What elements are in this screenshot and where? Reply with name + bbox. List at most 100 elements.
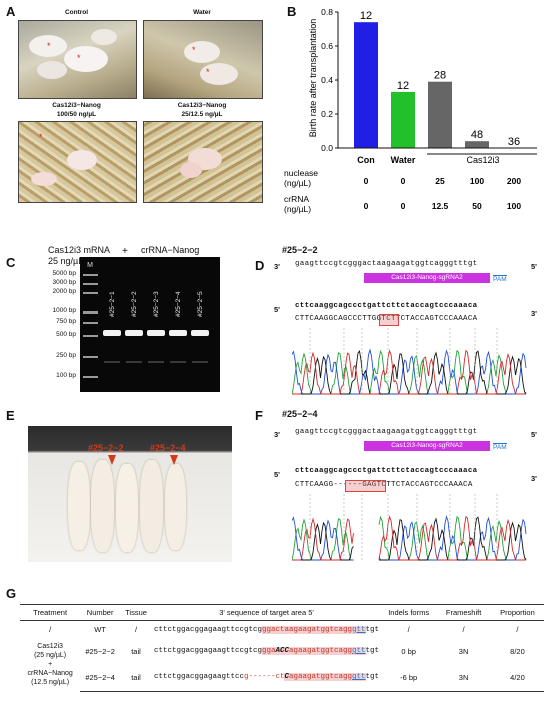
table-row-25-2-4: #25−2−4 tail cttctggacggagaagttccg------… <box>20 664 544 692</box>
seq-target: ggactaagaagatggtcagg <box>262 625 353 634</box>
photo-caption-water: Water <box>193 9 211 16</box>
cell-indels: 0 bp <box>401 646 416 656</box>
panel-d-read-seq: CTTCAAGGCAGCCCTTGGTCTTCTACCAGTCCCAAACA <box>295 315 478 323</box>
seq-target-2: agaagatggtcagg <box>289 647 353 656</box>
panel-f-ref-right: 3' <box>531 474 537 483</box>
cell-frameshift: 3N <box>458 646 469 656</box>
panel-d-top-seq: gaagttccgtcgggactaagaagatggtcagggtttgt <box>295 260 478 268</box>
seq-flank-end: tgt <box>365 625 380 634</box>
photo-caption-cas12i3-100-50: Cas12i3−Nanog 100/50 ng/µL <box>52 102 101 118</box>
header-frameshift: Frameshift <box>436 604 491 621</box>
nuclease-label-line1: nuclease <box>284 168 318 178</box>
crrna-value: 50 <box>472 201 482 211</box>
ladder-750: 750 bp <box>56 318 76 325</box>
photo-caption-control: Control <box>64 9 89 16</box>
cell-tissue: tail <box>131 646 141 656</box>
gel-faint-band <box>148 361 164 363</box>
gel-lane-label: #25−2−1 <box>109 291 116 317</box>
panel-f-ref-left: 5' <box>274 470 280 479</box>
gel-band <box>103 330 121 336</box>
gel-faint-band <box>192 361 208 363</box>
cell-proportion: 4/20 <box>490 664 544 692</box>
seq-deletion: g------ct <box>243 673 285 682</box>
gel-faint-band <box>104 361 120 363</box>
mouse-arrow-label-2: #25−2−4 <box>150 443 186 453</box>
y-tick-label: 0.6 <box>321 41 333 51</box>
panel-d-ref-right: 3' <box>531 309 537 318</box>
gel-lane-label: #25−2−5 <box>197 291 204 317</box>
panel-d-ref-seq: cttcaaggcagccctgattcttctaccagtcccaaaca <box>295 302 478 310</box>
gel-lane-label: #25−2−3 <box>153 291 160 317</box>
gel-ladder-labels: 5000 bp 3000 bp 2000 bp 1000 bp 750 bp 5… <box>18 270 78 390</box>
crrna-value: 0 <box>401 201 406 211</box>
seq-pam: gtt <box>352 647 366 656</box>
crrna-label-line1: crRNA <box>284 194 309 204</box>
cell-sequence: cttctggacggagaagttccgtcgggaACCagaagatggt… <box>152 638 381 664</box>
bar <box>465 141 489 148</box>
panel-d-chromatogram <box>292 328 527 395</box>
panel-d-sgrna-box: Cas12i3-Nanog-sgRNA2 <box>364 273 490 283</box>
photo-cas12i3-25-12 <box>143 121 263 203</box>
ladder-1000: 1000 bp <box>52 307 77 314</box>
gel-lane-label: #25−2−4 <box>175 291 182 317</box>
cell-treatment: / <box>49 625 52 634</box>
panel-d-pam-label: PAM <box>493 275 507 283</box>
treatment-plus: + <box>48 661 53 668</box>
header-number: Number <box>80 604 121 621</box>
panel-d-top-right: 5' <box>531 262 537 271</box>
crrna-value: 0 <box>364 201 369 211</box>
ladder-500: 500 bp <box>56 331 76 338</box>
nuclease-value: 25 <box>435 176 445 186</box>
header-indels: Indels forms <box>381 604 437 621</box>
panel-f-top-left: 3' <box>274 430 280 439</box>
y-tick-label: 0.2 <box>321 109 333 119</box>
bar-count-label: 48 <box>471 129 483 141</box>
mouse-arrow-label-1: #25−2−2 <box>88 443 124 453</box>
panel-label-a: A <box>6 4 16 19</box>
photo-cas12i3-100-50: * <box>18 121 137 203</box>
nuclease-value: 0 <box>401 176 406 186</box>
gel-lane-label: #25−2−2 <box>131 291 138 317</box>
gel-faint-band <box>170 361 186 363</box>
gel-marker-label: M <box>87 262 93 269</box>
seq-flank-end: tgt <box>365 647 380 656</box>
table-row-25-2-2: Cas12i3 (25 ng/µL) + crRNA−Nanog (12.5 ng/… <box>20 638 544 686</box>
ladder-bands <box>83 274 98 378</box>
panel-f-pam-label: PAM <box>493 443 507 451</box>
header-proportion: Proportion <box>490 604 544 621</box>
header-treatment: Treatment <box>20 604 81 621</box>
header-sequence: 3' sequence of target area 5' <box>151 604 382 621</box>
cell-tissue: / <box>134 625 138 634</box>
gel-title-plus: + <box>122 246 128 257</box>
gel-faint-band <box>126 361 142 363</box>
nuclease-value: 200 <box>507 176 521 186</box>
bar-count-label: 12 <box>397 80 409 92</box>
gel-band <box>191 330 209 336</box>
chromatogram-trace <box>292 515 526 561</box>
chromatogram-trace <box>292 349 526 395</box>
panel-label-g: G <box>6 586 17 601</box>
treatment-cas12i3: Cas12i3 (25 ng/µL) <box>34 643 67 659</box>
crrna-row-label: crRNA (ng/µL) <box>284 194 311 214</box>
x-category-label: Water <box>391 155 416 165</box>
cell-number: #25−2−2 <box>85 646 115 656</box>
y-tick-label: 0.4 <box>321 75 333 85</box>
cas12i3-group-label: Cas12i3 <box>466 155 499 165</box>
nuclease-value: 100 <box>470 176 484 186</box>
photo-control: * * <box>18 20 137 99</box>
photo-caption-cas12i3-25-12: Cas12i3−Nanog 25/12.5 ng/µL <box>177 102 227 118</box>
panel-label-e: E <box>6 408 15 423</box>
cell-sequence: cttctggacggagaagttccgtcgggactaagaagatggt… <box>152 621 381 639</box>
photo-mice-lineup <box>28 426 232 562</box>
table-row-wt: / WT / cttctggacggagaagttccgtcgggactaaga… <box>20 621 544 639</box>
crrna-value: 12.5 <box>432 201 449 211</box>
seq-insertion: ACC <box>275 647 290 656</box>
panel-label-d: D <box>255 258 265 273</box>
cell-number: WT <box>94 625 106 634</box>
bar <box>354 22 378 149</box>
header-tissue: Tissue <box>120 604 152 621</box>
gel-band <box>125 330 143 336</box>
panel-label-b: B <box>287 4 297 19</box>
panel-f-ref-seq: cttcaaggcagccctgattcttctaccagtcccaaaca <box>295 467 478 475</box>
bar <box>428 81 452 148</box>
